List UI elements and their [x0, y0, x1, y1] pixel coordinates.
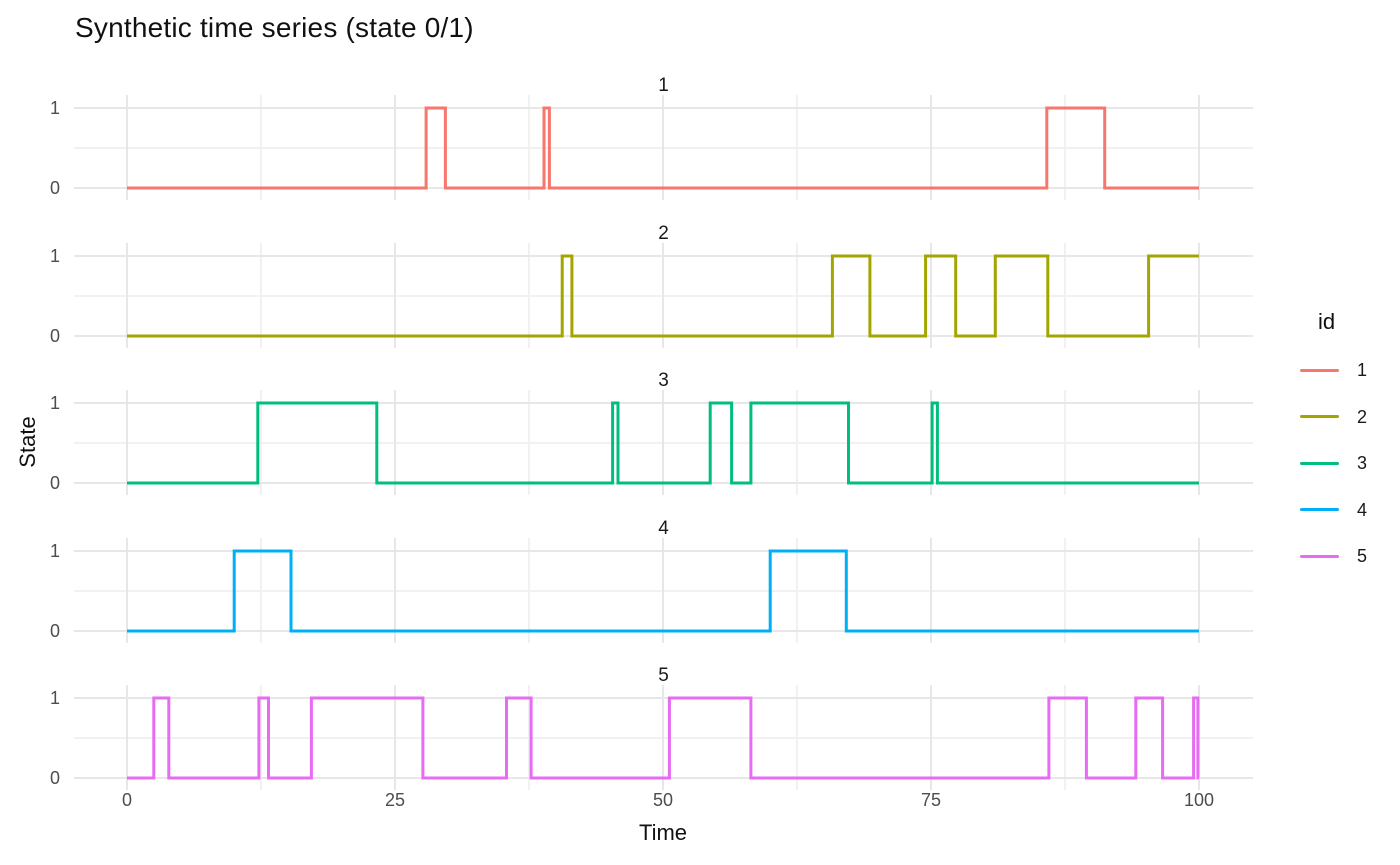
y-tick-label: 1: [49, 98, 60, 118]
facet-strip-label-3: 3: [658, 370, 669, 391]
legend-swatch-4: [1300, 508, 1339, 511]
facet-panel-2: [74, 242, 1253, 348]
y-tick-label: 0: [49, 620, 60, 641]
x-tick-label-0: 0: [121, 790, 132, 810]
facet-panel-5: [74, 685, 1253, 790]
y-tick-label: 1: [49, 688, 60, 708]
legend-title: id: [1318, 309, 1336, 334]
legend-swatch-5: [1300, 554, 1339, 558]
x-tick-label-75: 75: [920, 790, 942, 810]
step-series-1: [127, 106, 1199, 190]
facet-strip-label-2: 2: [658, 222, 669, 244]
x-tick-label-50: 50: [652, 790, 674, 810]
y-tick-label: 0: [49, 473, 60, 493]
y-tick-label: 1: [49, 245, 60, 266]
legend-label-3: 3: [1357, 453, 1368, 473]
y-tick-label: 1: [49, 540, 60, 561]
y-tick-label: 0: [49, 178, 60, 198]
x-tick-label-25: 25: [384, 790, 406, 810]
legend-swatch-1: [1300, 368, 1339, 372]
legend-swatch-3: [1300, 461, 1339, 465]
facet-strip-label-5: 5: [658, 665, 669, 686]
step-series-5: [127, 696, 1200, 780]
step-series-3: [127, 401, 1199, 485]
legend-label-1: 1: [1357, 360, 1368, 380]
x-axis-title: Time: [638, 820, 688, 845]
legend-label-5: 5: [1357, 546, 1368, 566]
legend-swatch-2: [1300, 415, 1339, 418]
step-series-2: [127, 254, 1199, 337]
y-tick-label: 0: [49, 325, 60, 346]
legend-label-4: 4: [1357, 499, 1368, 520]
facet-panel-1: [74, 95, 1253, 200]
x-tick-label-100: 100: [1183, 790, 1215, 810]
chart-title: Synthetic time series (state 0/1): [75, 12, 474, 43]
facet-strip-label-4: 4: [658, 517, 669, 539]
y-tick-label: 1: [49, 393, 60, 413]
facet-panel-4: [74, 537, 1253, 643]
y-tick-label: 0: [49, 768, 60, 788]
legend-label-2: 2: [1357, 406, 1368, 427]
facet-panel-3: [74, 390, 1253, 495]
step-series-4: [127, 549, 1199, 632]
facet-strip-label-1: 1: [658, 75, 669, 96]
